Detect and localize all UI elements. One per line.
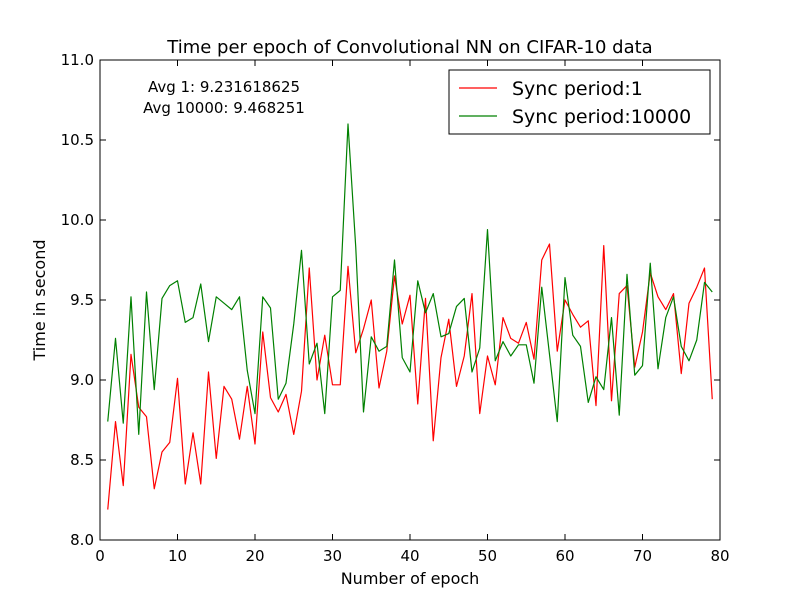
y-tick-label: 8.5 xyxy=(70,451,94,469)
legend-label-sync-10000: Sync period:10000 xyxy=(512,106,691,128)
annotation-avg-1: Avg 1: 9.231618625 xyxy=(148,78,300,96)
y-tick-label: 9.0 xyxy=(70,371,94,389)
y-tick-label: 9.5 xyxy=(70,291,94,309)
series-layer xyxy=(107,123,713,510)
y-tick-label: 11.0 xyxy=(61,51,94,69)
x-tick-label: 10 xyxy=(168,547,187,565)
x-tick-label: 80 xyxy=(710,547,729,565)
x-tick-label: 60 xyxy=(555,547,574,565)
x-tick-label: 50 xyxy=(478,547,497,565)
legend-box xyxy=(448,69,711,135)
x-tick-label: 40 xyxy=(400,547,419,565)
annotation-avg-10000: Avg 10000: 9.468251 xyxy=(143,99,305,117)
x-tick-label: 20 xyxy=(245,547,264,565)
y-axis-label: Time in second xyxy=(30,240,49,362)
x-axis-label: Number of epoch xyxy=(341,569,480,588)
x-tick-label: 70 xyxy=(633,547,652,565)
x-tick-label: 0 xyxy=(95,547,105,565)
series-line-sync-10000 xyxy=(107,123,713,435)
y-tick-label: 8.0 xyxy=(70,531,94,549)
legend: Sync period:1 Sync period:10000 xyxy=(448,69,711,135)
y-tick-label: 10.0 xyxy=(61,211,94,229)
x-tick-label: 30 xyxy=(323,547,342,565)
y-tick-label: 10.5 xyxy=(61,131,94,149)
chart-title: Time per epoch of Convolutional NN on CI… xyxy=(166,37,652,58)
legend-label-sync-1: Sync period:1 xyxy=(512,78,643,100)
series-line-sync-1 xyxy=(107,243,713,510)
ticks-layer: 0 10 20 30 40 50 60 70 80 8.0 8.5 9.0 9.5 10.0 10.5 11.… xyxy=(61,51,730,565)
